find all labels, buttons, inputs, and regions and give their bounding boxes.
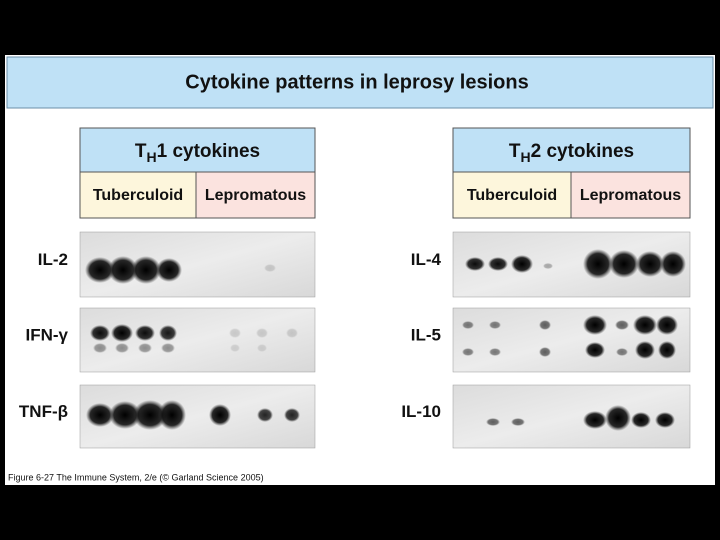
blot-spot <box>109 401 141 429</box>
blot-spot <box>131 256 161 284</box>
title: Cytokine patterns in leprosy lesions <box>185 71 528 93</box>
panel-header <box>79 127 316 173</box>
blot-spot <box>257 344 267 352</box>
blot-spot <box>85 257 115 283</box>
row-label: IL-4 <box>411 250 442 269</box>
header-main: T <box>509 141 521 162</box>
blot-spot <box>511 255 533 273</box>
blot-spot <box>209 404 231 426</box>
blot-spot <box>462 321 474 329</box>
blot-spot <box>135 325 155 341</box>
panel-header <box>452 127 691 173</box>
blot-spot <box>583 411 607 429</box>
blot-spot <box>583 315 607 335</box>
caption: Figure 6-27 The Immune System, 2/e (© Ga… <box>8 472 264 482</box>
blot-spot <box>489 321 501 329</box>
blot-spot <box>159 325 177 341</box>
column-header <box>195 171 316 219</box>
header-main: T <box>135 141 147 162</box>
blot-spot <box>609 250 639 278</box>
column-label: Lepromatous <box>580 187 681 204</box>
blot-spot <box>138 343 152 353</box>
blot-spot <box>256 328 268 338</box>
blot-spot <box>635 341 655 359</box>
row-label: TNF-β <box>19 402 68 421</box>
panel-header-text: TH2 cytokines <box>509 141 634 165</box>
blot-spot <box>488 257 508 271</box>
header-sub: H <box>520 149 530 165</box>
blot-spot <box>108 256 138 284</box>
blot-spot <box>615 320 629 330</box>
blot-spot <box>86 403 114 427</box>
blot-spot <box>616 348 628 356</box>
column-label: Lepromatous <box>205 187 306 204</box>
blot-spot <box>158 400 186 430</box>
row-label: IL-10 <box>401 402 441 421</box>
column-header <box>452 171 572 219</box>
header-rest: 1 cytokines <box>157 141 261 162</box>
blot-spot <box>115 343 129 353</box>
column-header <box>79 171 197 219</box>
blot-spot <box>161 343 175 353</box>
blot-spot <box>605 405 631 431</box>
blot-spot <box>111 324 133 342</box>
header-rest: 2 cytokines <box>531 141 635 162</box>
blot-spot <box>585 342 605 358</box>
blot-spot <box>636 251 664 277</box>
blot-spot <box>511 418 525 426</box>
title-bar <box>6 56 714 109</box>
blot-spot <box>229 328 241 338</box>
column-header <box>570 171 691 219</box>
blot-spot <box>156 258 182 282</box>
blot-spot <box>631 412 651 428</box>
blot-spot <box>257 408 273 422</box>
blot-spot <box>543 263 553 269</box>
panel-header-text: TH1 cytokines <box>135 141 260 165</box>
blot-spot <box>230 344 240 352</box>
blot-spot <box>93 343 107 353</box>
column-label: Tuberculoid <box>467 187 557 204</box>
blot-spot <box>286 328 298 338</box>
blot <box>452 384 691 449</box>
blot-spot <box>539 320 551 330</box>
row-label: IL-5 <box>411 325 441 344</box>
blot-spot <box>633 315 657 335</box>
blot-spot <box>486 418 500 426</box>
column-label: Tuberculoid <box>93 187 183 204</box>
blot-spot <box>90 325 110 341</box>
blot-spot <box>465 257 485 271</box>
header-sub: H <box>146 149 156 165</box>
blot-spot <box>539 347 551 357</box>
blot <box>452 307 691 373</box>
row-label: IL-2 <box>38 250 68 269</box>
blot-spot <box>489 348 501 356</box>
blot-spot <box>583 249 613 279</box>
blot-spot <box>658 341 676 359</box>
blot-spot <box>660 251 686 277</box>
blot-spot <box>264 264 276 272</box>
blot-spot <box>284 408 300 422</box>
blot-spot <box>655 412 675 428</box>
blot-spot <box>462 348 474 356</box>
blot-spot <box>133 400 167 430</box>
blot-spot <box>656 315 678 335</box>
row-label: IFN-γ <box>26 325 69 344</box>
